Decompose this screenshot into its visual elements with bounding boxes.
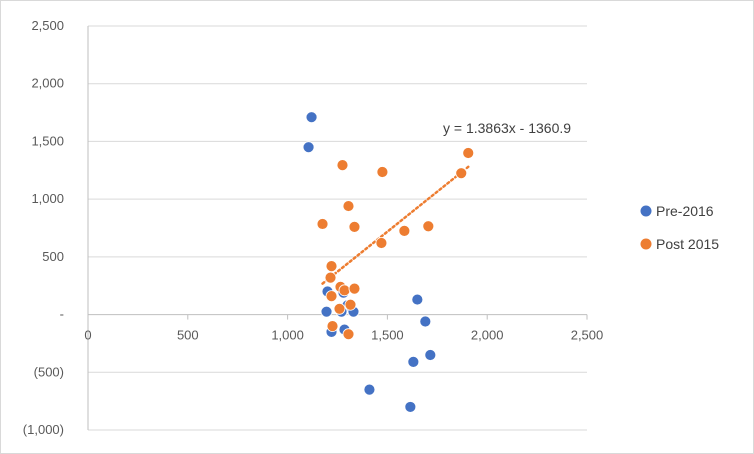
data-point: [424, 349, 437, 361]
data-point: [302, 141, 315, 154]
y-tick-label: (1,000): [23, 422, 64, 437]
y-axis-ticks: 2,500 2,000 1,500 1,000 500 - (500) (1,000): [23, 18, 64, 437]
data-point: [324, 271, 337, 284]
data-point: [376, 166, 389, 178]
x-tick-label: 2,500: [571, 328, 604, 343]
data-point: [344, 298, 357, 311]
series-pre-2016: [302, 111, 437, 413]
data-point: [325, 260, 338, 272]
data-point: [398, 224, 411, 237]
y-tick-label: 2,500: [31, 18, 64, 33]
data-point: [348, 220, 361, 233]
data-point: [404, 401, 417, 413]
legend-label: Pre-2016: [656, 203, 714, 219]
data-point: [348, 282, 361, 295]
x-tick-label: 2,000: [471, 328, 504, 343]
legend-marker: [640, 205, 652, 217]
y-tick-label: 2,000: [31, 76, 64, 91]
trendline-group: [321, 165, 470, 285]
data-points: [302, 111, 475, 413]
x-tick-label: 0: [84, 328, 91, 343]
data-point: [455, 167, 468, 180]
data-point: [375, 237, 388, 249]
x-tick-label: 500: [177, 328, 199, 343]
series-post-2015: [316, 147, 475, 341]
gridlines: [88, 25, 587, 431]
data-point: [336, 159, 349, 171]
y-tick-label: 1,000: [31, 191, 64, 206]
y-tick-label: 1,500: [31, 133, 64, 148]
trendline-equation: y = 1.3863x - 1360.9: [443, 120, 571, 136]
axes: [87, 26, 587, 430]
data-point: [411, 293, 424, 306]
data-point: [320, 305, 333, 318]
data-point: [342, 328, 355, 341]
data-point: [407, 355, 420, 368]
legend: Pre-2016 Post 2015: [640, 203, 719, 252]
data-point: [363, 383, 376, 396]
legend-label: Post 2015: [656, 236, 719, 252]
trendline: [321, 165, 470, 285]
data-point: [342, 200, 355, 212]
data-point: [462, 147, 475, 159]
data-point: [326, 320, 339, 333]
data-point: [338, 284, 351, 297]
y-tick-label: (500): [34, 364, 64, 379]
data-point: [316, 218, 329, 230]
x-tick-label: 1,500: [371, 328, 404, 343]
data-point: [422, 220, 435, 233]
y-tick-label: 500: [42, 249, 64, 264]
data-point: [305, 111, 318, 124]
data-point: [333, 302, 346, 315]
data-point: [419, 315, 432, 328]
data-point: [325, 290, 338, 303]
x-axis-ticks: 0 500 1,000 1,500 2,000 2,500: [84, 314, 604, 343]
legend-marker: [640, 238, 652, 250]
x-tick-label: 1,000: [271, 328, 304, 343]
y-tick-label: -: [60, 307, 64, 322]
